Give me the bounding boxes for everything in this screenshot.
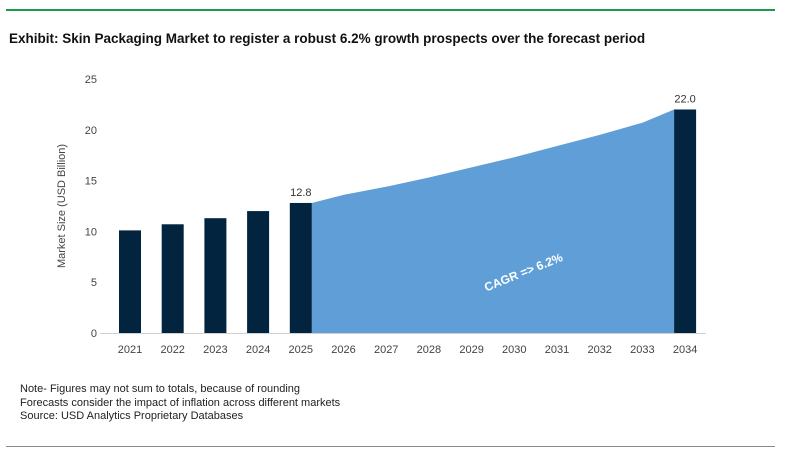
note-line: Source: USD Analytics Proprietary Databa… (20, 410, 244, 422)
bar-2025 (289, 202, 312, 333)
x-tick-label: 2028 (417, 344, 441, 356)
x-tick-label: 2021 (118, 344, 142, 356)
notes: Note- Figures may not sum to totals, bec… (20, 383, 340, 424)
y-tick-label: 5 (91, 277, 97, 289)
y-axis-title: Market Size (USD Billion) (56, 144, 68, 268)
bar-2034 (674, 109, 697, 333)
x-tick-label: 2027 (374, 344, 398, 356)
bar-2024 (247, 211, 270, 333)
forecast-area (311, 109, 675, 333)
y-tick-label: 20 (85, 125, 97, 137)
x-tick-label: 2025 (289, 344, 313, 356)
y-tick-label: 0 (91, 328, 97, 340)
note-line: Note- Figures may not sum to totals, bec… (20, 383, 301, 395)
x-tick-label: 2022 (160, 344, 184, 356)
x-tick-label: 2024 (246, 344, 270, 356)
x-tick-label: 2034 (673, 344, 697, 356)
note-line: Forecasts consider the impact of inflati… (20, 396, 341, 409)
x-tick-label: 2033 (630, 344, 654, 356)
chart-title: Exhibit: Skin Packaging Market to regist… (9, 31, 646, 46)
data-label: 12.8 (290, 187, 311, 199)
x-tick-label: 2032 (587, 344, 611, 356)
bar-2021 (119, 230, 141, 333)
x-tick-label: 2031 (545, 344, 569, 356)
y-tick-label: 25 (85, 74, 97, 86)
data-label: 22.0 (674, 93, 695, 105)
bottom-rule (6, 446, 775, 447)
x-tick-label: 2029 (459, 344, 483, 356)
y-tick-label: 10 (85, 226, 97, 238)
y-tick-label: 15 (85, 176, 97, 188)
top-rule (6, 9, 775, 11)
bar-2022 (161, 224, 184, 333)
x-tick-label: 2026 (331, 344, 355, 356)
x-tick-label: 2030 (502, 344, 526, 356)
bar-2023 (204, 218, 227, 333)
x-tick-label: 2023 (203, 344, 227, 356)
